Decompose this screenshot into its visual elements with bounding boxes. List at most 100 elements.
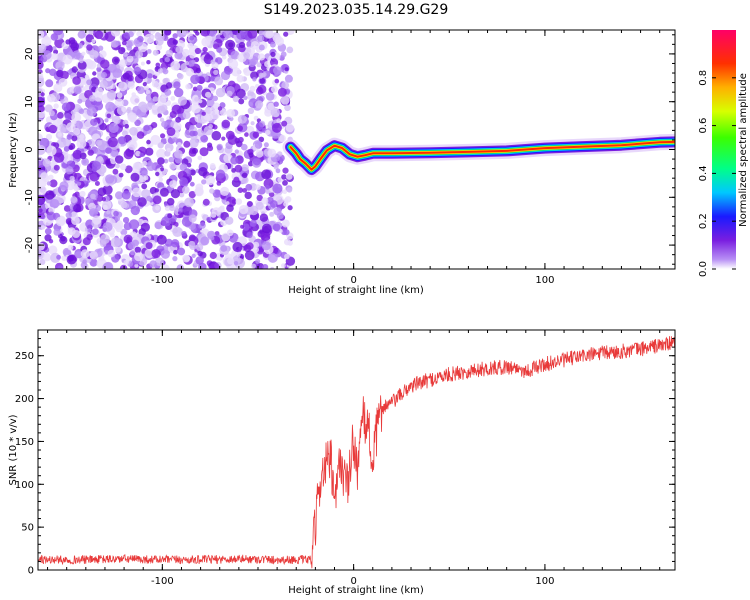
noise-blob (171, 104, 182, 115)
noise-blob (89, 95, 96, 102)
noise-blob (281, 174, 287, 180)
noise-blob (87, 149, 94, 156)
noise-blob (121, 99, 129, 107)
noise-blob (267, 148, 277, 158)
noise-blob (206, 98, 215, 108)
noise-blob (74, 251, 82, 259)
noise-blob (164, 88, 172, 96)
noise-blob (163, 158, 169, 164)
noise-blob (58, 78, 68, 87)
noise-blob (272, 223, 281, 232)
noise-blob (62, 54, 73, 65)
noise-blob (238, 41, 246, 49)
noise-blob (116, 92, 123, 99)
noise-blob (198, 99, 203, 104)
noise-blob (163, 168, 169, 173)
noise-blob (261, 223, 272, 234)
noise-blob (102, 262, 113, 269)
noise-blob (265, 92, 275, 101)
noise-blob (234, 149, 239, 154)
noise-blob (73, 204, 82, 213)
noise-blob (252, 131, 260, 139)
noise-blob (77, 181, 82, 186)
noise-blob (155, 257, 164, 266)
noise-blob (169, 205, 176, 212)
noise-blob (89, 49, 99, 59)
noise-blob (278, 134, 286, 143)
colorbar-label: Normalized spectral amplitude (738, 73, 749, 227)
noise-blob (130, 172, 140, 182)
noise-blob (212, 95, 218, 102)
noise-blob (189, 130, 196, 137)
noise-blob (106, 210, 111, 215)
noise-blob (38, 194, 46, 206)
noise-blob (76, 138, 87, 149)
noise-blob (130, 94, 140, 105)
noise-blob (243, 95, 248, 101)
noise-blob (151, 122, 158, 129)
noise-blob (233, 261, 239, 266)
noise-blob (164, 205, 171, 212)
noise-blob (185, 68, 194, 77)
noise-blob (123, 234, 133, 244)
noise-blob (161, 120, 168, 128)
noise-blob (182, 111, 191, 119)
noise-blob (94, 30, 104, 40)
noise-blob (46, 181, 52, 186)
noise-blob (86, 106, 97, 117)
noise-blob (189, 52, 196, 59)
noise-blob (169, 162, 177, 170)
noise-blob (255, 258, 261, 264)
noise-blob (158, 234, 163, 239)
noise-blob (159, 167, 165, 172)
noise-blob (226, 90, 233, 97)
noise-blob (123, 259, 129, 266)
noise-blob (124, 123, 129, 129)
noise-blob (146, 139, 151, 145)
noise-blob (227, 257, 234, 265)
noise-blob (62, 138, 72, 147)
noise-blob (108, 122, 119, 134)
noise-blob (212, 124, 218, 130)
noise-blob (123, 149, 134, 160)
noise-blob (190, 74, 200, 85)
noise-blob (38, 208, 43, 213)
noise-blob (71, 216, 80, 226)
noise-blob (184, 61, 190, 66)
noise-blob (105, 159, 111, 165)
noise-blob (129, 127, 138, 136)
noise-blob (142, 82, 147, 87)
noise-blob (114, 216, 120, 222)
noise-blob (143, 175, 149, 181)
noise-blob (156, 148, 167, 159)
noise-blob (187, 42, 194, 49)
noise-blob (276, 212, 284, 220)
noise-blob (102, 222, 113, 232)
noise-blob (38, 110, 46, 119)
noise-blob (105, 147, 112, 154)
noise-blob (72, 149, 83, 160)
noise-blob (57, 132, 62, 137)
noise-blob (161, 216, 172, 227)
noise-blob (107, 63, 117, 73)
noise-blob (92, 228, 99, 235)
noise-blob (137, 197, 147, 207)
noise-blob (219, 108, 227, 116)
noise-blob (101, 197, 107, 202)
noise-blob (232, 95, 240, 103)
noise-blob (185, 83, 191, 90)
noise-blob (155, 171, 160, 177)
noise-blob (216, 181, 222, 186)
noise-blob (252, 157, 261, 166)
noise-blob (248, 205, 259, 216)
noise-blob (91, 38, 96, 44)
noise-blob (192, 147, 198, 154)
noise-blob (286, 187, 293, 193)
noise-blob (186, 163, 192, 168)
noise-blob (38, 87, 44, 93)
noise-blob (132, 187, 142, 198)
noise-blob (106, 113, 112, 119)
noise-blob (215, 87, 226, 98)
noise-blob (166, 127, 176, 136)
noise-blob (265, 185, 270, 190)
